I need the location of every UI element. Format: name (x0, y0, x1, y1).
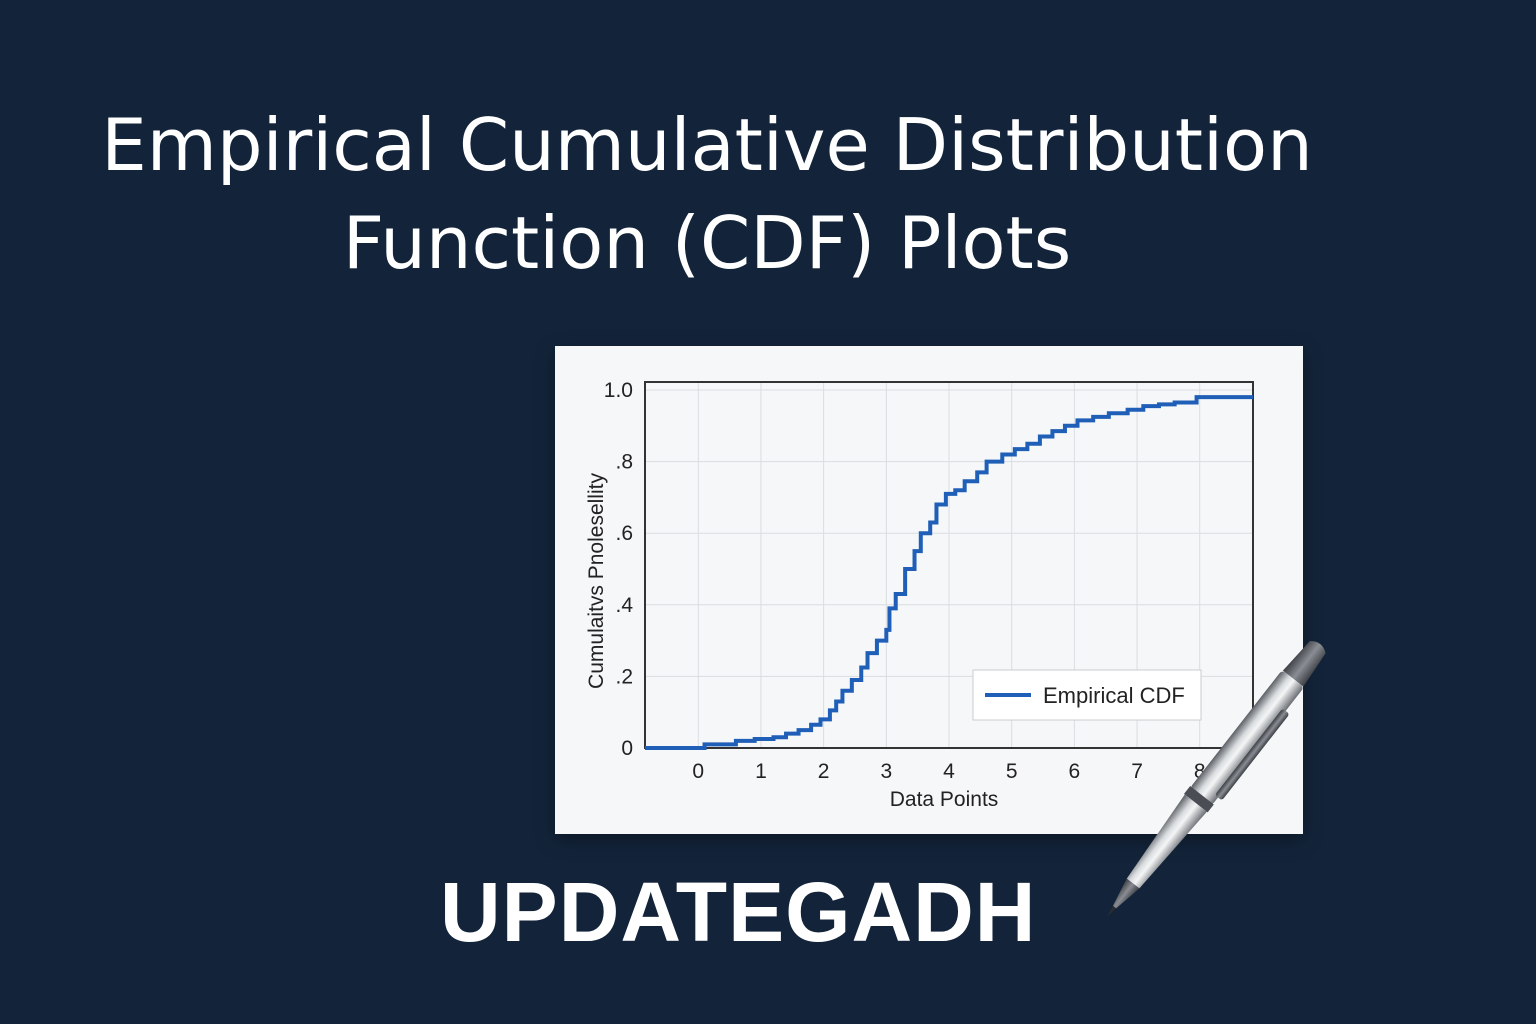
x-tick-label: 4 (943, 760, 955, 783)
x-tick-labels: 0 1 2 3 4 5 6 7 8 (692, 760, 1205, 783)
y-tick-label: .4 (615, 594, 633, 617)
x-tick-label: 3 (880, 760, 892, 783)
page-title: Empirical Cumulative Distribution Functi… (0, 96, 1414, 292)
legend: Empirical CDF (972, 669, 1202, 721)
y-tick-labels: 0 .2 .4 .6 .8 1.0 (604, 379, 634, 760)
title-line-1: Empirical Cumulative Distribution (101, 103, 1313, 187)
x-tick-label: 1 (755, 760, 767, 783)
x-tick-label: 8 (1194, 760, 1206, 783)
legend-label: Empirical CDF (1043, 683, 1185, 708)
x-tick-label: 0 (692, 760, 704, 783)
y-tick-label: .6 (615, 522, 633, 545)
series-layer (645, 395, 1253, 750)
x-tick-label: 6 (1069, 760, 1081, 783)
brand-name: UPDATEGADH (440, 865, 1037, 959)
y-tick-label: .8 (615, 451, 633, 474)
pen-icon (1107, 640, 1326, 917)
ecdf-chart: 0 1 2 3 4 5 6 7 8 0 .2 .4 .6 .8 1.0 Data Points Cumul… (585, 379, 1254, 811)
ecdf-step-line (645, 395, 1253, 750)
x-tick-label: 2 (818, 760, 830, 783)
x-tick-label: 7 (1131, 760, 1143, 783)
chart-card: 0 1 2 3 4 5 6 7 8 0 .2 .4 .6 .8 1.0 Data Points Cumul… (555, 346, 1303, 834)
y-tick-label: 1.0 (604, 379, 633, 402)
x-tick-label: 5 (1006, 760, 1018, 783)
plot-frame (644, 381, 1254, 749)
y-tick-label: 0 (621, 737, 633, 760)
y-axis-label: Cumulaitvs Pnolesellity (585, 473, 608, 689)
title-line-2: Function (CDF) Plots (342, 201, 1072, 285)
x-axis-label: Data Points (890, 788, 999, 811)
y-tick-label: .2 (615, 665, 633, 688)
